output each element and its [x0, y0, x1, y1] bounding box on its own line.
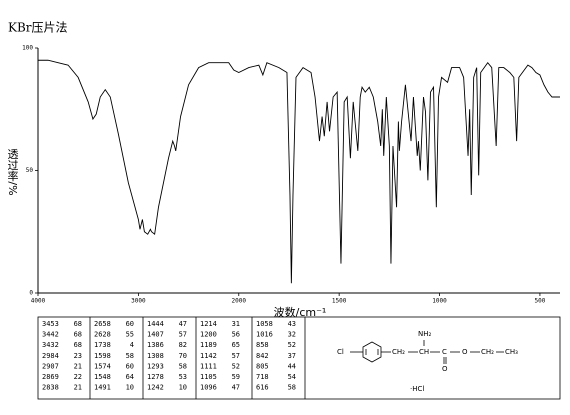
atom-label: O [442, 365, 448, 373]
wavenumber-cell: 1058 [256, 320, 273, 328]
transmittance-cell: 57 [179, 331, 187, 339]
salt-label: ·HCl [410, 385, 424, 393]
wavenumber-cell: 1598 [94, 352, 111, 360]
x-tick-label: 500 [535, 298, 546, 305]
transmittance-cell: 31 [232, 320, 240, 328]
x-tick-label: 1500 [332, 298, 347, 305]
transmittance-cell: 10 [179, 384, 187, 392]
transmittance-cell: 68 [74, 341, 82, 349]
wavenumber-cell: 805 [256, 362, 269, 370]
x-tick-label: 4000 [31, 298, 46, 305]
transmittance-cell: 43 [288, 320, 296, 328]
atom-label: CH [419, 348, 429, 356]
wavenumber-cell: 3432 [42, 341, 59, 349]
transmittance-cell: 23 [74, 352, 82, 360]
wavenumber-cell: 1407 [147, 331, 164, 339]
transmittance-cell: 55 [126, 331, 134, 339]
atom-label: NH₂ [418, 330, 432, 338]
structure [350, 340, 504, 364]
wavenumber-cell: 1214 [200, 320, 217, 328]
transmittance-cell: 21 [74, 384, 82, 392]
wavenumber-cell: 1491 [94, 384, 111, 392]
transmittance-cell: 68 [74, 320, 82, 328]
atom-label: C [442, 348, 447, 356]
wavenumber-cell: 616 [256, 384, 269, 392]
transmittance-cell: 37 [288, 352, 296, 360]
transmittance-cell: 44 [288, 362, 296, 370]
transmittance-cell: 58 [288, 384, 296, 392]
chart-title: KBr压片法 [8, 21, 68, 35]
transmittance-cell: 70 [179, 352, 187, 360]
transmittance-cell: 60 [126, 362, 134, 370]
wavenumber-cell: 1105 [200, 373, 217, 381]
transmittance-cell: 68 [74, 331, 82, 339]
wavenumber-cell: 2658 [94, 320, 111, 328]
table-border [37, 316, 561, 400]
transmittance-cell: 56 [232, 331, 240, 339]
transmittance-cell: 52 [232, 362, 240, 370]
wavenumber-cell: 1278 [147, 373, 164, 381]
transmittance-cell: 58 [179, 362, 187, 370]
transmittance-cell: 82 [179, 341, 187, 349]
wavenumber-cell: 3442 [42, 331, 59, 339]
x-tick-label: 2000 [232, 298, 247, 305]
x-tick-label: 1000 [432, 298, 447, 305]
x-axis-label: 波数/cm⁻¹ [274, 306, 327, 319]
wavenumber-cell: 2907 [42, 362, 59, 370]
wavenumber-cell: 1574 [94, 362, 111, 370]
wavenumber-cell: 1189 [200, 341, 217, 349]
wavenumber-cell: 2628 [94, 331, 111, 339]
wavenumber-cell: 1200 [200, 331, 217, 339]
transmittance-cell: 57 [232, 352, 240, 360]
y-tick-label: 0 [29, 290, 33, 297]
wavenumber-cell: 1111 [200, 362, 217, 370]
transmittance-cell: 58 [126, 352, 134, 360]
transmittance-cell: 21 [74, 362, 82, 370]
wavenumber-cell: 1444 [147, 320, 164, 328]
wavenumber-cell: 2838 [42, 384, 59, 392]
y-tick-label: 100 [22, 45, 33, 52]
atom-label: CH₂ [392, 348, 405, 356]
transmittance-cell: 47 [179, 320, 187, 328]
wavenumber-cell: 1142 [200, 352, 217, 360]
benzene-ring [362, 341, 382, 363]
wavenumber-cell: 1242 [147, 384, 164, 392]
wavenumber-cell: 1096 [200, 384, 217, 392]
wavenumber-cell: 3453 [42, 320, 59, 328]
transmittance-cell: 47 [232, 384, 240, 392]
transmittance-cell: 10 [126, 384, 134, 392]
wavenumber-cell: 842 [256, 352, 269, 360]
spectrum-line [38, 59, 560, 284]
atom-label: CH₃ [505, 348, 518, 356]
atom-label: O [462, 348, 468, 356]
transmittance-cell: 64 [126, 373, 134, 381]
transmittance-cell: 53 [179, 373, 187, 381]
wavenumber-cell: 1308 [147, 352, 164, 360]
wavenumber-cell: 1293 [147, 362, 164, 370]
y-axis-label: 透过率/% [6, 148, 19, 195]
transmittance-cell: 22 [74, 373, 82, 381]
wavenumber-cell: 718 [256, 373, 269, 381]
wavenumber-cell: 1738 [94, 341, 111, 349]
peak-table: 3453 68 3442 68 3432 68 2984 23 2907 21 2869 22 2838… [37, 316, 561, 400]
wavenumber-cell: 2984 [42, 352, 59, 360]
wavenumber-cell: 2869 [42, 373, 59, 381]
atom-label: CH₂ [481, 348, 494, 356]
wavenumber-cell: 1386 [147, 341, 164, 349]
transmittance-cell: 60 [126, 320, 134, 328]
x-tick-label: 3000 [131, 298, 146, 305]
wavenumber-cell: 1016 [256, 331, 273, 339]
transmittance-cell: 54 [288, 373, 296, 381]
y-tick-label: 50 [26, 167, 34, 174]
transmittance-cell: 4 [130, 341, 134, 349]
wavenumber-cell: 1548 [94, 373, 111, 381]
transmittance-cell: 52 [288, 341, 296, 349]
transmittance-cell: 65 [232, 341, 240, 349]
transmittance-cell: 32 [288, 331, 296, 339]
atom-label: Cl [337, 348, 344, 356]
wavenumber-cell: 858 [256, 341, 269, 349]
transmittance-cell: 59 [232, 373, 240, 381]
